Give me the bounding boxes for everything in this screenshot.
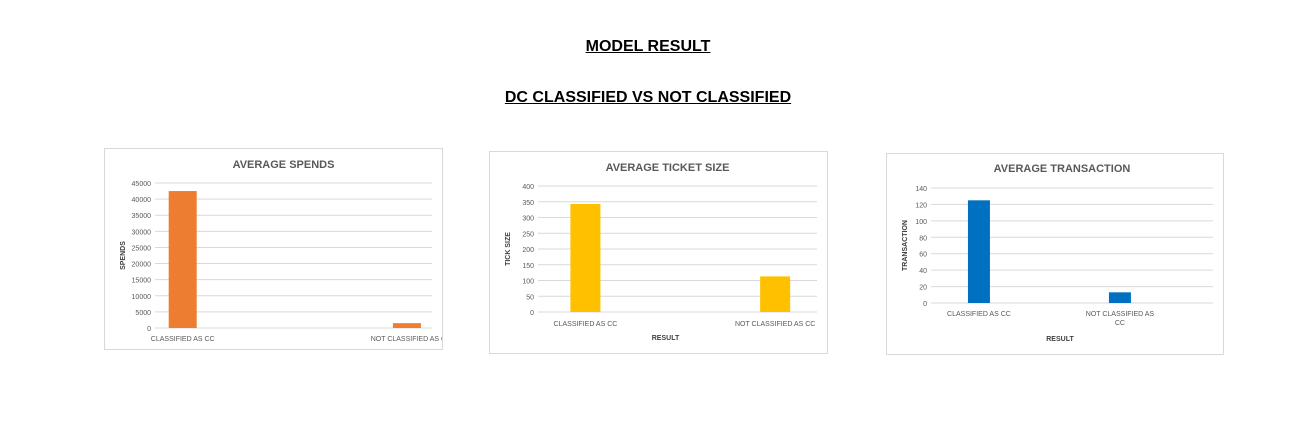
bar-classified-as-cc	[570, 203, 601, 312]
page-subtitle: DC CLASSIFIED VS NOT CLASSIFIED	[504, 89, 792, 106]
x-category-label: NOT CLASSIFIED AS CC	[1086, 311, 1155, 327]
y-tick-label: 40000	[132, 197, 152, 204]
y-tick-label: 45000	[132, 181, 152, 188]
page-title: MODEL RESULT	[585, 38, 711, 55]
average-spends-svg: AVERAGE SPENDS 0 5000 10000 15000 20000 25000 3…	[120, 159, 442, 343]
x-axis-label: RESULT	[652, 335, 680, 342]
y-tick-label: 20	[919, 285, 927, 292]
y-axis-label: TRANSACTION	[902, 220, 909, 271]
bar-not-classified-as-cc	[1108, 292, 1131, 303]
y-tick-label: 15000	[132, 278, 152, 285]
y-axis-label: SPENDS	[120, 241, 127, 270]
bar-classified-as-cc	[168, 191, 197, 328]
bar-not-classified-as-cc	[760, 276, 791, 312]
y-tick-label: 250	[522, 231, 534, 238]
y-tick-label: 0	[147, 326, 151, 333]
x-category-label: NOT CLASSIFIED AS CC	[735, 321, 815, 328]
y-tick-label: 35000	[132, 213, 152, 220]
y-tick-label: 40	[919, 268, 927, 275]
y-axis-label: TICK SIZE	[505, 232, 512, 266]
x-category-label: NOT CLASSIFIED AS CC	[371, 336, 442, 343]
x-axis-label: RESULT	[1046, 336, 1074, 343]
y-tick-label: 100	[522, 279, 534, 286]
bar-not-classified-as-cc	[392, 323, 421, 328]
y-tick-label: 0	[530, 310, 534, 317]
y-tick-label: 60	[919, 252, 927, 259]
average-transaction-svg: AVERAGE TRANSACTION 0 20 40 60 80 100 120 140 TRA…	[902, 163, 1213, 343]
y-tick-label: 50	[526, 294, 534, 301]
y-tick-label: 0	[923, 301, 927, 308]
y-tick-label: 10000	[132, 294, 152, 301]
y-tick-label: 200	[522, 247, 534, 254]
y-tick-label: 300	[522, 216, 534, 223]
y-tick-label: 30000	[132, 229, 152, 236]
y-tick-label: 400	[522, 184, 534, 191]
y-tick-label: 80	[919, 235, 927, 242]
y-tick-label: 5000	[135, 310, 151, 317]
chart-title: AVERAGE TICKET SIZE	[606, 162, 730, 174]
x-category-label: CLASSIFIED AS CC	[947, 311, 1011, 318]
y-tick-label: 120	[915, 202, 927, 209]
average-spends-chart: AVERAGE SPENDS 0 5000 10000 15000 20000 25000 3…	[104, 148, 443, 350]
average-ticket-size-svg: AVERAGE TICKET SIZE 0 50 100 150 200 250 300 350…	[505, 162, 817, 342]
y-tick-label: 100	[915, 219, 927, 226]
y-tick-label: 20000	[132, 262, 152, 269]
average-transaction-chart: AVERAGE TRANSACTION 0 20 40 60 80 100 120 140 TRA…	[886, 153, 1224, 355]
y-tick-label: 25000	[132, 245, 152, 252]
average-ticket-size-chart: AVERAGE TICKET SIZE 0 50 100 150 200 250 300 350…	[489, 151, 828, 354]
bar-classified-as-cc	[967, 200, 990, 303]
chart-title: AVERAGE SPENDS	[233, 159, 335, 171]
x-category-label: CLASSIFIED AS CC	[151, 336, 215, 343]
y-tick-label: 350	[522, 200, 534, 207]
chart-title: AVERAGE TRANSACTION	[994, 163, 1131, 175]
x-category-label: CLASSIFIED AS CC	[554, 321, 618, 328]
y-tick-label: 150	[522, 263, 534, 270]
y-tick-label: 140	[915, 186, 927, 193]
